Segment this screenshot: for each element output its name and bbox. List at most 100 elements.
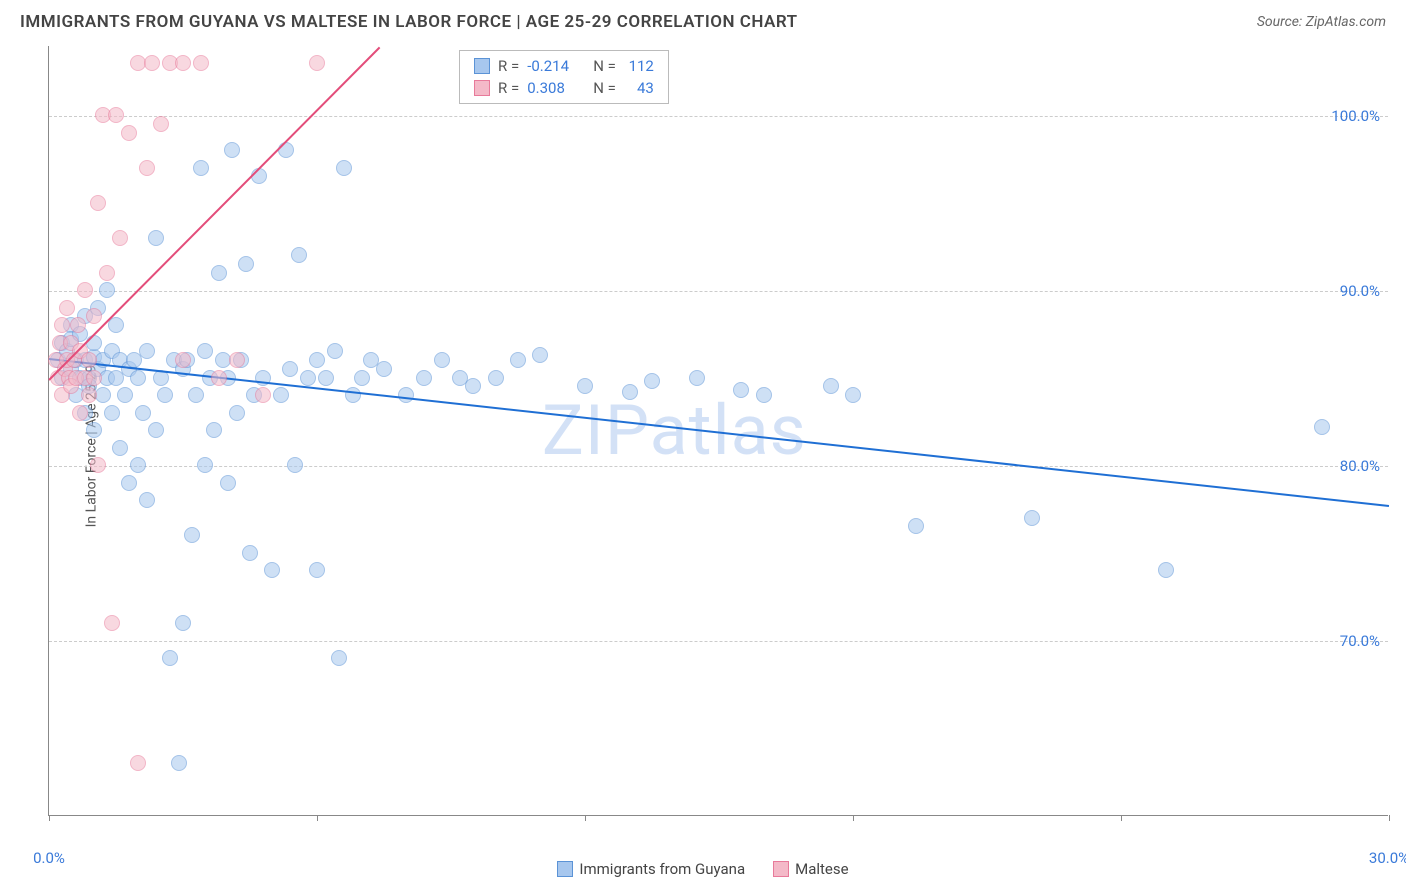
data-point xyxy=(175,352,191,368)
source-prefix: Source: xyxy=(1257,14,1306,30)
data-point xyxy=(251,168,267,184)
data-point xyxy=(622,384,638,400)
grid-line xyxy=(49,466,1388,467)
legend-r-label: R = xyxy=(498,79,519,97)
legend-n-value: 43 xyxy=(624,79,654,97)
data-point xyxy=(90,457,106,473)
data-point xyxy=(1314,419,1330,435)
legend-r-label: R = xyxy=(498,57,519,75)
data-point xyxy=(273,387,289,403)
data-point xyxy=(184,527,200,543)
data-point xyxy=(139,343,155,359)
data-point xyxy=(197,343,213,359)
data-point xyxy=(309,55,325,71)
data-point xyxy=(309,562,325,578)
legend-r-value: 0.308 xyxy=(527,79,585,97)
data-point xyxy=(104,615,120,631)
legend-swatch xyxy=(474,80,490,96)
x-tick xyxy=(1121,815,1122,821)
legend-item: Maltese xyxy=(773,860,848,878)
data-point xyxy=(99,282,115,298)
data-point xyxy=(81,352,97,368)
data-point xyxy=(112,440,128,456)
data-point xyxy=(86,335,102,351)
data-point xyxy=(689,370,705,386)
data-point xyxy=(845,387,861,403)
data-point xyxy=(59,300,75,316)
data-point xyxy=(70,317,86,333)
data-point xyxy=(117,387,133,403)
data-point xyxy=(144,55,160,71)
legend-swatch xyxy=(474,58,490,74)
legend-r-value: -0.214 xyxy=(527,57,585,75)
chart-header: IMMIGRANTS FROM GUYANA VS MALTESE IN LAB… xyxy=(0,0,1406,40)
data-point xyxy=(121,125,137,141)
correlation-legend: R = -0.214 N = 112 R = 0.308 N = 43 xyxy=(459,50,669,104)
legend-n-label: N = xyxy=(593,79,616,97)
data-point xyxy=(336,160,352,176)
data-point xyxy=(465,378,481,394)
x-tick xyxy=(585,815,586,821)
trend-line xyxy=(49,358,1389,507)
data-point xyxy=(148,422,164,438)
data-point xyxy=(130,457,146,473)
data-point xyxy=(112,230,128,246)
scatter-chart: ZIPatlas R =-0.214N =112R =0.308N =43 70… xyxy=(48,46,1388,816)
data-point xyxy=(153,116,169,132)
data-point xyxy=(86,308,102,324)
data-point xyxy=(148,230,164,246)
x-tick xyxy=(49,815,50,821)
data-point xyxy=(99,265,115,281)
data-point xyxy=(309,352,325,368)
data-point xyxy=(77,282,93,298)
legend-n-value: 112 xyxy=(624,57,654,75)
x-tick xyxy=(1389,815,1390,821)
data-point xyxy=(130,755,146,771)
data-point xyxy=(229,352,245,368)
legend-label: Maltese xyxy=(795,860,848,878)
legend-item: Immigrants from Guyana xyxy=(557,860,745,878)
grid-line xyxy=(49,116,1388,117)
data-point xyxy=(488,370,504,386)
data-point xyxy=(287,457,303,473)
data-point xyxy=(211,265,227,281)
y-tick-label: 90.0% xyxy=(1340,282,1380,300)
data-point xyxy=(300,370,316,386)
legend-swatch xyxy=(773,861,789,877)
data-point xyxy=(104,405,120,421)
data-point xyxy=(331,650,347,666)
data-point xyxy=(327,343,343,359)
source-attribution: Source: ZipAtlas.com xyxy=(1257,14,1386,30)
legend-swatch xyxy=(557,861,573,877)
data-point xyxy=(211,370,227,386)
data-point xyxy=(291,247,307,263)
chart-title: IMMIGRANTS FROM GUYANA VS MALTESE IN LAB… xyxy=(20,12,798,32)
data-point xyxy=(1024,510,1040,526)
data-point xyxy=(121,475,137,491)
data-point xyxy=(108,107,124,123)
data-point xyxy=(908,518,924,534)
data-point xyxy=(193,160,209,176)
data-point xyxy=(733,382,749,398)
y-tick-label: 100.0% xyxy=(1331,107,1380,125)
data-point xyxy=(193,55,209,71)
data-point xyxy=(135,405,151,421)
series-legend: Immigrants from Guyana Maltese xyxy=(0,860,1406,878)
data-point xyxy=(72,405,88,421)
data-point xyxy=(197,457,213,473)
x-tick xyxy=(317,815,318,821)
legend-row: R = 0.308 N = 43 xyxy=(474,77,654,99)
legend-row: R = -0.214 N = 112 xyxy=(474,55,654,77)
y-tick-label: 80.0% xyxy=(1340,457,1380,475)
data-point xyxy=(376,361,392,377)
data-point xyxy=(175,615,191,631)
x-tick xyxy=(853,815,854,821)
data-point xyxy=(644,373,660,389)
data-point xyxy=(1158,562,1174,578)
data-point xyxy=(54,317,70,333)
data-point xyxy=(86,370,102,386)
data-point xyxy=(238,256,254,272)
data-point xyxy=(162,650,178,666)
data-point xyxy=(86,422,102,438)
legend-n-label: N = xyxy=(593,57,616,75)
